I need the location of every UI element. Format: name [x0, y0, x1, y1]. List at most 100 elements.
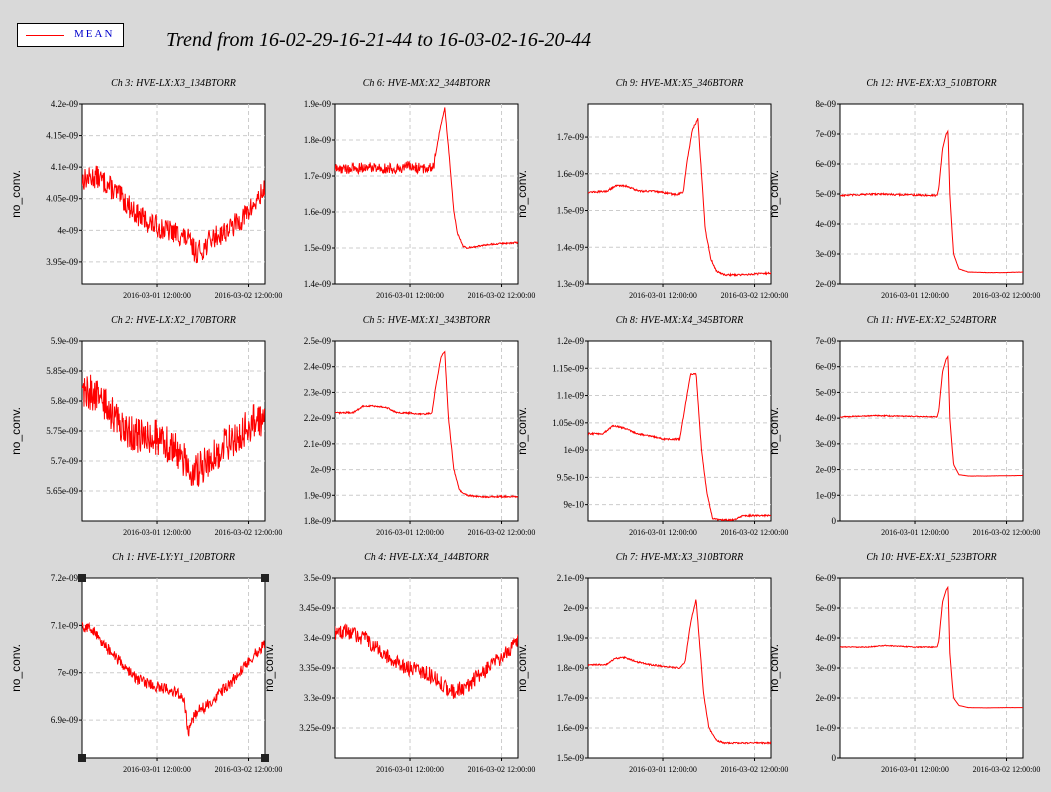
y-axis-label: no_conv. — [9, 170, 23, 218]
y-tick-label: 0 — [832, 516, 837, 526]
y-tick-label: 4e-09 — [816, 413, 837, 423]
y-tick-label: 6e-09 — [816, 159, 837, 169]
y-tick-label: 7e-09 — [58, 668, 79, 678]
y-tick-label: 5.85e-09 — [46, 366, 78, 376]
y-tick-label: 3.5e-09 — [304, 573, 332, 583]
x-tick-label: 2016-03-02 12:00:00 — [468, 528, 536, 537]
selection-handle — [261, 754, 269, 762]
series-line — [82, 621, 265, 737]
y-axis-label: no_conv. — [767, 407, 781, 455]
x-tick-label: 2016-03-01 12:00:00 — [376, 291, 444, 300]
legend-label: MEAN — [74, 28, 115, 40]
y-tick-label: 4.2e-09 — [51, 99, 79, 109]
y-tick-label: 5.8e-09 — [51, 396, 79, 406]
y-tick-label: 1.5e-09 — [557, 753, 585, 763]
y-tick-label: 1.4e-09 — [557, 242, 585, 252]
y-tick-label: 1.9e-09 — [304, 490, 332, 500]
y-tick-label: 1e-09 — [816, 723, 837, 733]
x-tick-label: 2016-03-02 12:00:00 — [973, 528, 1041, 537]
x-tick-label: 2016-03-01 12:00:00 — [881, 765, 949, 774]
selection-handle — [261, 574, 269, 582]
x-tick-label: 2016-03-02 12:00:00 — [468, 765, 536, 774]
y-tick-label: 1.7e-09 — [557, 132, 585, 142]
x-tick-label: 2016-03-01 12:00:00 — [629, 528, 697, 537]
x-tick-label: 2016-03-01 12:00:00 — [376, 528, 444, 537]
y-tick-label: 2e-09 — [816, 693, 837, 703]
panel-title: Ch 7: HVE-MX:X3_310BTORR — [616, 552, 744, 563]
y-tick-label: 1.05e-09 — [552, 418, 584, 428]
chart-panel: Ch 11: HVE-EX:X2_524BTORR 7e-09 6e-09 5e-09… — [767, 315, 1040, 537]
y-tick-label: 1.6e-09 — [557, 723, 585, 733]
y-tick-label: 1.1e-09 — [557, 391, 585, 401]
chart-panel: Ch 7: HVE-MX:X3_310BTORR 2.1e-09 2e-09 1.9e… — [515, 552, 788, 774]
y-tick-label: 1.9e-09 — [557, 633, 585, 643]
y-tick-label: 4.05e-09 — [46, 194, 78, 204]
y-tick-label: 2.1e-09 — [304, 439, 332, 449]
panel-title: Ch 5: HVE-MX:X1_343BTORR — [363, 315, 491, 326]
y-tick-label: 3.4e-09 — [304, 633, 332, 643]
y-tick-label: 6e-09 — [816, 573, 837, 583]
y-tick-label: 2.5e-09 — [304, 336, 332, 346]
x-tick-label: 2016-03-01 12:00:00 — [629, 765, 697, 774]
y-tick-label: 1.5e-09 — [304, 243, 332, 253]
series-line — [840, 129, 1023, 274]
series-line — [335, 623, 518, 699]
x-tick-label: 2016-03-02 12:00:00 — [215, 528, 283, 537]
y-tick-label: 4e-09 — [816, 219, 837, 229]
y-tick-label: 4.15e-09 — [46, 131, 78, 141]
y-tick-label: 8e-09 — [816, 99, 837, 109]
chart-panel: Ch 1: HVE-LY:Y1_120BTORR 7.2e-09 7.1e-09 7e… — [9, 552, 282, 774]
y-tick-label: 7.2e-09 — [51, 573, 79, 583]
y-axis-label: no_conv. — [9, 644, 23, 692]
y-tick-label: 7.1e-09 — [51, 620, 79, 630]
y-tick-label: 1.15e-09 — [552, 363, 584, 373]
y-tick-label: 2.1e-09 — [557, 573, 585, 583]
x-tick-label: 2016-03-02 12:00:00 — [973, 765, 1041, 774]
y-tick-label: 1.7e-09 — [304, 171, 332, 181]
y-tick-label: 5e-09 — [816, 387, 837, 397]
x-tick-label: 2016-03-02 12:00:00 — [721, 765, 789, 774]
y-tick-label: 1e-09 — [816, 490, 837, 500]
x-tick-label: 2016-03-01 12:00:00 — [881, 291, 949, 300]
y-axis-label: no_conv. — [767, 170, 781, 218]
panel-title: Ch 10: HVE-EX:X1_523BTORR — [866, 552, 996, 563]
panel-title: Ch 2: HVE-LX:X2_170BTORR — [111, 315, 236, 326]
series-line — [335, 107, 518, 250]
chart-panel: Ch 2: HVE-LX:X2_170BTORR 5.9e-09 5.85e-09 5… — [9, 315, 282, 537]
chart-panel: Ch 10: HVE-EX:X1_523BTORR 6e-09 5e-09 4e-09… — [767, 552, 1040, 774]
y-tick-label: 3e-09 — [816, 439, 837, 449]
panel-title: Ch 8: HVE-MX:X4_345BTORR — [616, 315, 744, 326]
y-tick-label: 3.35e-09 — [299, 663, 331, 673]
y-tick-label: 1.7e-09 — [557, 693, 585, 703]
chart-panel: Ch 4: HVE-LX:X4_144BTORR 3.5e-09 3.45e-09 3… — [262, 552, 535, 774]
plot-area — [81, 577, 266, 759]
y-tick-label: 9.5e-10 — [557, 472, 585, 482]
y-tick-label: 6.9e-09 — [51, 715, 79, 725]
y-tick-label: 7e-09 — [816, 129, 837, 139]
y-tick-label: 3e-09 — [816, 249, 837, 259]
y-tick-label: 1.8e-09 — [304, 516, 332, 526]
y-tick-label: 9e-10 — [564, 500, 585, 510]
plot-area — [334, 103, 519, 285]
panel-title: Ch 12: HVE-EX:X3_510BTORR — [866, 78, 996, 89]
y-tick-label: 1.9e-09 — [304, 99, 332, 109]
series-line — [588, 372, 771, 521]
y-tick-label: 4e-09 — [58, 225, 79, 235]
panel-title: Ch 11: HVE-EX:X2_524BTORR — [867, 315, 997, 326]
y-tick-label: 1.5e-09 — [557, 206, 585, 216]
selection-handle — [78, 754, 86, 762]
series-line — [82, 165, 265, 264]
panel-title: Ch 4: HVE-LX:X4_144BTORR — [364, 552, 489, 563]
x-tick-label: 2016-03-02 12:00:00 — [215, 291, 283, 300]
y-tick-label: 7e-09 — [816, 336, 837, 346]
y-tick-label: 1.6e-09 — [557, 169, 585, 179]
y-axis-label: no_conv. — [515, 644, 529, 692]
y-tick-label: 4e-09 — [816, 633, 837, 643]
chart-panel: Ch 12: HVE-EX:X3_510BTORR 8e-09 7e-09 6e-09… — [767, 78, 1040, 300]
panel-title: Ch 6: HVE-MX:X2_344BTORR — [363, 78, 491, 89]
series-line — [840, 354, 1023, 477]
y-tick-label: 1.6e-09 — [304, 207, 332, 217]
y-tick-label: 2e-09 — [816, 279, 837, 289]
x-tick-label: 2016-03-01 12:00:00 — [629, 291, 697, 300]
